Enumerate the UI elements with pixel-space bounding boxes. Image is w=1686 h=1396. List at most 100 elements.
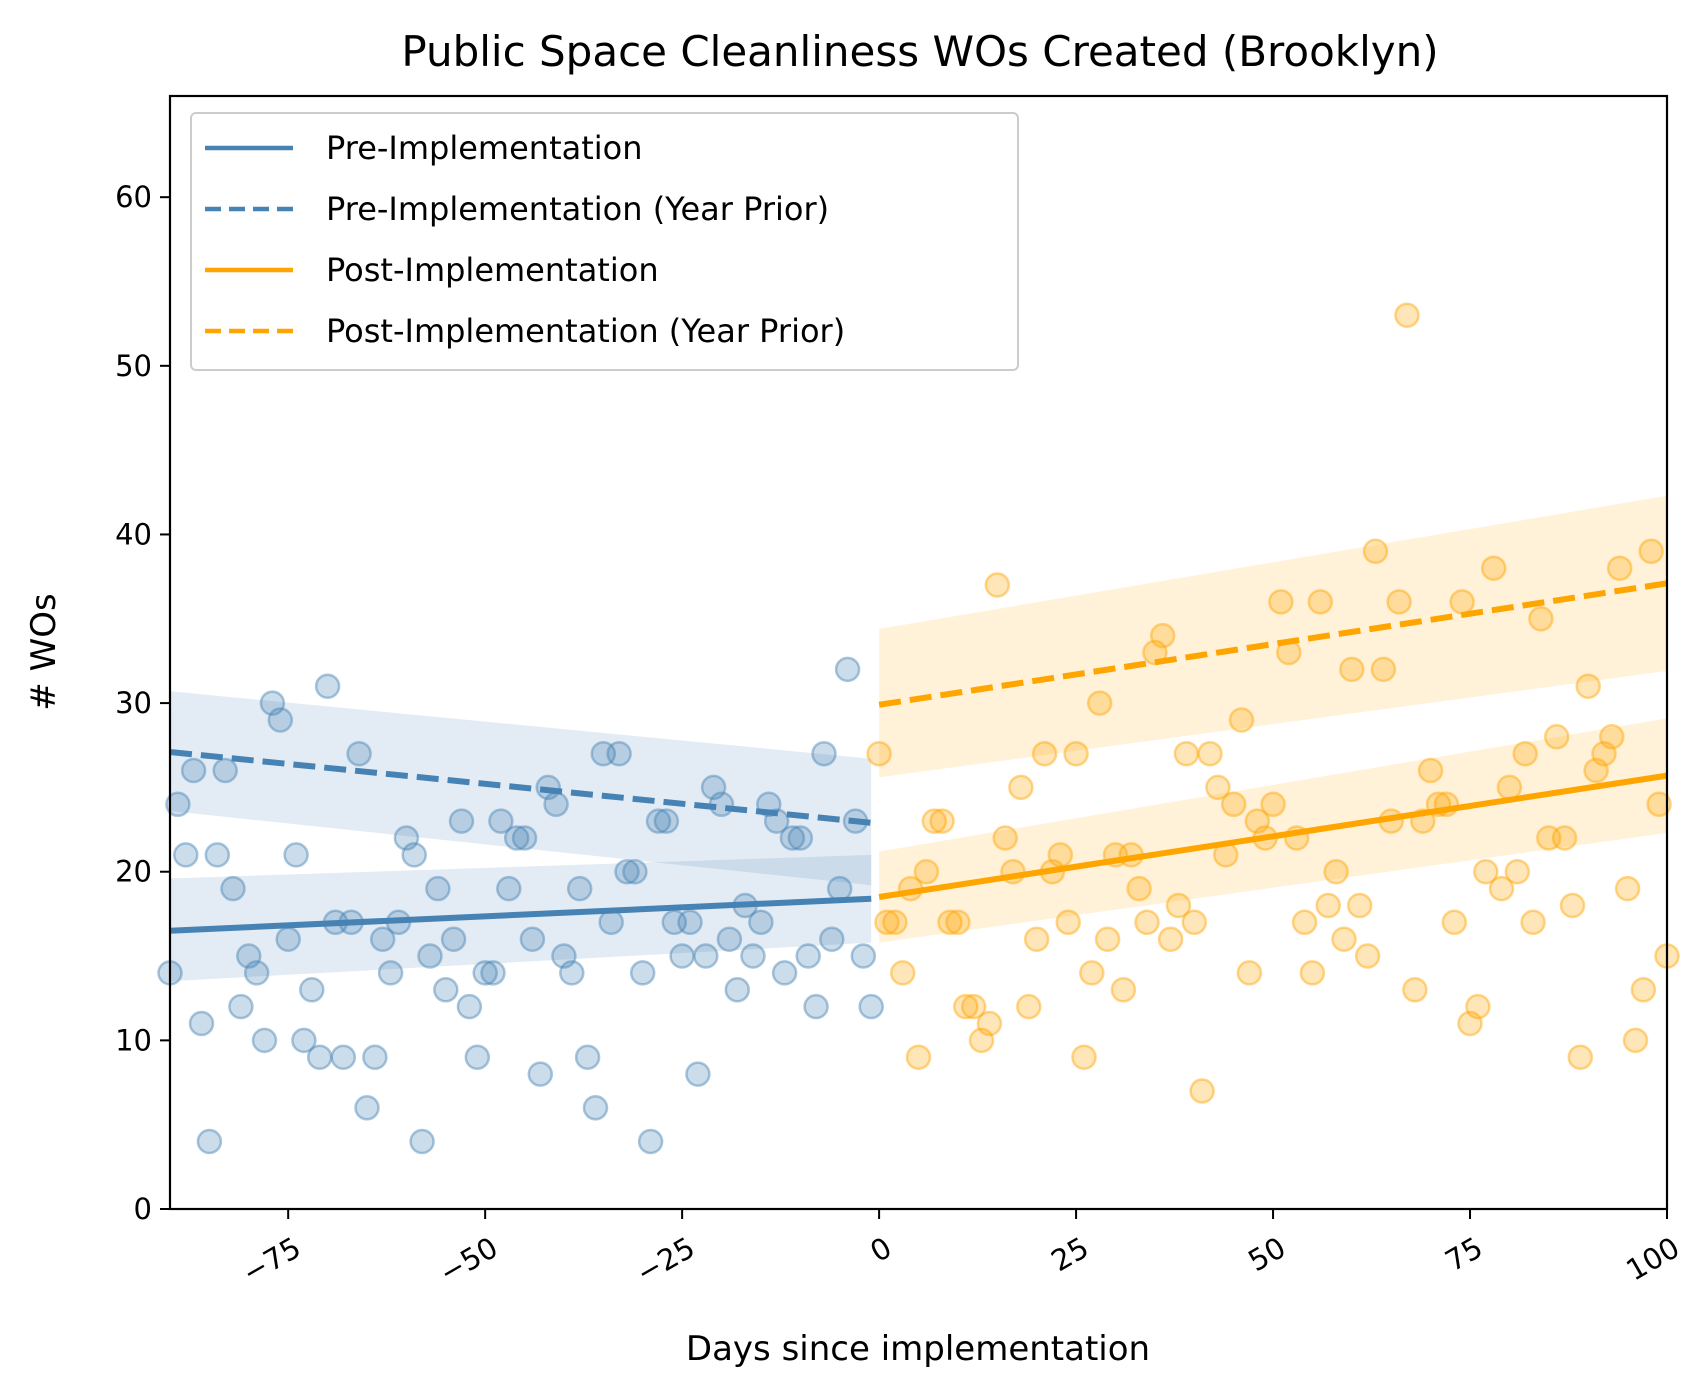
scatter-point-post [1520,909,1546,936]
scatter-point-post [1197,740,1223,767]
scatter-point-pre [362,1044,388,1070]
scatter-point-pre [826,875,853,902]
scatter-point-pre [685,1061,711,1087]
scatter-point-post [1220,791,1247,818]
scatter-point-pre [740,943,766,969]
scatter-point-pre [850,943,877,969]
scatter-point-post [1149,622,1176,649]
scatter-point-post [1244,808,1271,834]
scatter-point-pre [306,1044,333,1070]
scatter-point-pre [645,808,672,834]
scatter-point-pre [582,1095,609,1121]
scatter-point-post [1543,724,1570,750]
scatter-point-post [874,909,900,936]
scatter-point-pre [243,960,270,986]
chart-title: Public Space Cleanliness WOs Created (Br… [401,27,1438,76]
scatter-point-post [1086,690,1113,716]
scatter-point-pre [433,977,459,1003]
scatter-point-pre [472,960,498,986]
scatter-point-pre [811,740,837,767]
y-tick-label: 20 [115,855,152,889]
scatter-point-pre [173,842,199,868]
scatter-point-pre [724,977,751,1003]
scatter-point-pre [503,825,530,851]
trend-lines [169,580,1668,934]
scatter-point-pre [456,993,483,1020]
scatter-point-post [1417,757,1444,784]
scatter-point-pre [677,909,703,936]
scatter-point-post [1606,555,1633,581]
scatter-point-post [1394,302,1420,328]
scatter-point-post [1536,825,1562,851]
scatter-point-pre [511,825,538,851]
scatter-point-post [1370,656,1397,683]
scatter-point-pre [661,909,688,936]
scatter-point-post [905,1044,932,1070]
scatter-point-post [1307,589,1334,615]
scatter-point-pre [165,791,191,818]
scatter-point-pre [566,875,593,902]
scatter-point-pre [354,1095,380,1121]
scatter-point-post [1504,858,1531,885]
legend-box [190,112,1019,371]
scatter-point-pre [267,707,294,733]
scatter-point-post [1575,673,1601,699]
confidence-band-3 [879,718,1667,943]
scatter-point-pre [377,960,404,986]
scatter-point-pre [464,1044,491,1070]
scatter-point-post [1110,977,1137,1003]
scatter-point-post [1315,892,1341,919]
scatter-point-pre [693,943,719,969]
scatter-point-pre [180,757,207,784]
scatter-point-post [1181,909,1208,936]
scatter-point-post [1165,892,1192,919]
scatter-point-pre [228,993,254,1020]
legend-label: Pre-Implementation (Year Prior) [326,190,829,228]
scatter-point-pre [551,943,577,969]
scatter-point-pre [614,858,640,885]
scatter-point-pre [622,858,648,885]
scatter-point-pre [779,825,806,851]
scatter-point-pre [299,977,325,1003]
scatter-point-post [1055,909,1081,936]
scatter-point-post [913,858,940,885]
scatter-point-post [1079,960,1105,986]
scatter-point-pre [401,842,427,868]
scatter-point-post [1299,960,1326,986]
scatter-point-post [929,808,955,834]
scatter-point-post [992,825,1018,851]
y-axis-label: # WOs [24,593,64,710]
scatter-point-post [1441,909,1468,936]
scatter-point-post [1496,774,1523,801]
y-axis: 0 10 20 30 40 50 60 [115,180,170,1226]
scatter-point-post [1488,875,1515,902]
y-tick-label: 10 [115,1023,152,1057]
scatter-point-pre [251,1027,278,1054]
scatter-point-post [1528,606,1554,632]
scatter-point-pre [417,943,443,969]
scatter-point-pre [440,926,467,952]
scatter-point-pre [212,757,238,784]
scatter-point-pre [771,960,798,986]
scatter-point-pre [748,909,774,936]
scatter-point-post [1205,774,1231,801]
scatter-point-post [1449,589,1475,615]
scatter-point-pre [653,808,680,834]
legend-label: Pre-Implementation [326,129,643,167]
scatter-point-pre [480,960,506,986]
scatter-point-pre [330,1044,357,1070]
scatter-point-post [1354,943,1381,969]
scatter-point-pre [488,808,514,834]
scatter-point-pre [637,1128,664,1155]
scatter-point-post [1071,1044,1097,1070]
scatter-point-post [921,808,948,834]
scatter-point-pre [204,842,231,868]
scatter-point-pre [519,926,546,952]
scatter-point-post [1228,707,1255,733]
scatter-point-pre [819,926,845,952]
scatter-point-post [1465,993,1491,1020]
x-axis-label: Days since implementation [686,1329,1150,1369]
scatter-point-post [866,740,892,767]
scatter-point-pre [291,1027,317,1054]
legend-label: Post-Implementation (Year Prior) [326,312,845,350]
